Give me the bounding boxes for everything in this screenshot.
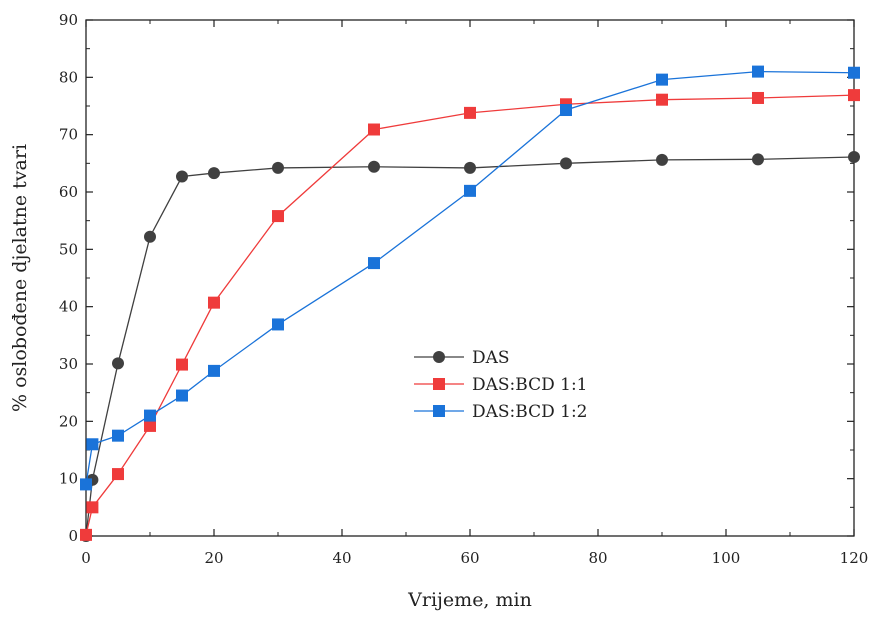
data-point — [112, 429, 124, 442]
series-line — [85, 70, 855, 485]
data-point — [560, 104, 572, 117]
data-point — [656, 73, 668, 86]
legend-label: DAS — [472, 348, 510, 368]
data-point — [144, 409, 156, 422]
legend-marker — [433, 405, 445, 417]
data-point — [208, 364, 220, 377]
axes: 0 20 40 60 80 100 120 0 10 20 30 40 50 60 70 80 90 — [59, 11, 868, 567]
data-point — [176, 358, 188, 371]
data-point — [112, 468, 124, 481]
data-point — [464, 161, 476, 174]
legend-item: DAS:BCD 1:2 — [414, 402, 588, 422]
data-point — [86, 501, 99, 514]
legend-marker — [433, 351, 445, 363]
legend-label: DAS:BCD 1:1 — [472, 375, 588, 395]
data-point — [368, 160, 380, 173]
data-point — [272, 318, 284, 331]
y-tick-label: 90 — [59, 11, 78, 29]
y-tick-label: 40 — [59, 298, 78, 316]
legend-item: DAS:BCD 1:1 — [414, 375, 588, 395]
series-1 — [80, 151, 860, 542]
data-point — [752, 91, 764, 104]
series-2 — [80, 89, 860, 541]
y-tick-label: 20 — [59, 412, 78, 430]
y-tick-label: 10 — [59, 470, 78, 488]
data-point — [80, 528, 92, 541]
y-tick-label: 70 — [59, 126, 78, 144]
data-point — [144, 230, 156, 243]
y-tick-label: 80 — [59, 68, 78, 86]
data-point — [272, 161, 284, 174]
series-line — [85, 156, 855, 537]
y-tick-label: 0 — [68, 527, 78, 545]
data-point — [176, 389, 188, 402]
y-axis-title: % oslobođene djelatne tvari — [9, 144, 31, 412]
data-point — [752, 65, 764, 78]
series-layer — [80, 65, 860, 542]
data-point — [208, 167, 220, 180]
x-tick-label: 120 — [840, 549, 869, 567]
y-tick-label: 30 — [59, 355, 78, 373]
x-tick-label: 60 — [460, 549, 479, 567]
data-point — [86, 438, 99, 451]
x-axis-title: Vrijeme, min — [407, 589, 532, 611]
data-point — [272, 210, 284, 223]
data-point — [848, 89, 860, 102]
x-tick-label: 80 — [588, 549, 607, 567]
x-tick-label: 0 — [81, 549, 91, 567]
data-point — [848, 151, 860, 164]
series-3 — [80, 65, 860, 491]
data-point — [656, 93, 668, 106]
data-point — [464, 106, 476, 119]
series-line — [85, 94, 855, 536]
data-point — [464, 184, 476, 197]
legend: DAS DAS:BCD 1:1 DAS:BCD 1:2 — [414, 348, 588, 422]
x-tick-label: 40 — [332, 549, 351, 567]
data-point — [176, 170, 188, 183]
legend-label: DAS:BCD 1:2 — [472, 402, 588, 422]
legend-marker — [433, 378, 445, 390]
data-point — [368, 257, 380, 270]
data-point — [848, 66, 860, 79]
y-tick-label: 60 — [59, 183, 78, 201]
data-point — [368, 123, 380, 136]
data-point — [560, 157, 572, 170]
data-point — [112, 357, 124, 370]
data-point — [656, 153, 668, 166]
data-point — [752, 153, 764, 166]
plot-frame — [85, 19, 855, 537]
data-point — [144, 419, 156, 432]
x-tick-label: 20 — [204, 549, 223, 567]
y-tick-label: 50 — [59, 240, 78, 258]
data-point — [208, 296, 220, 309]
legend-item: DAS — [414, 348, 510, 368]
data-point — [80, 478, 92, 491]
x-tick-label: 100 — [712, 549, 741, 567]
